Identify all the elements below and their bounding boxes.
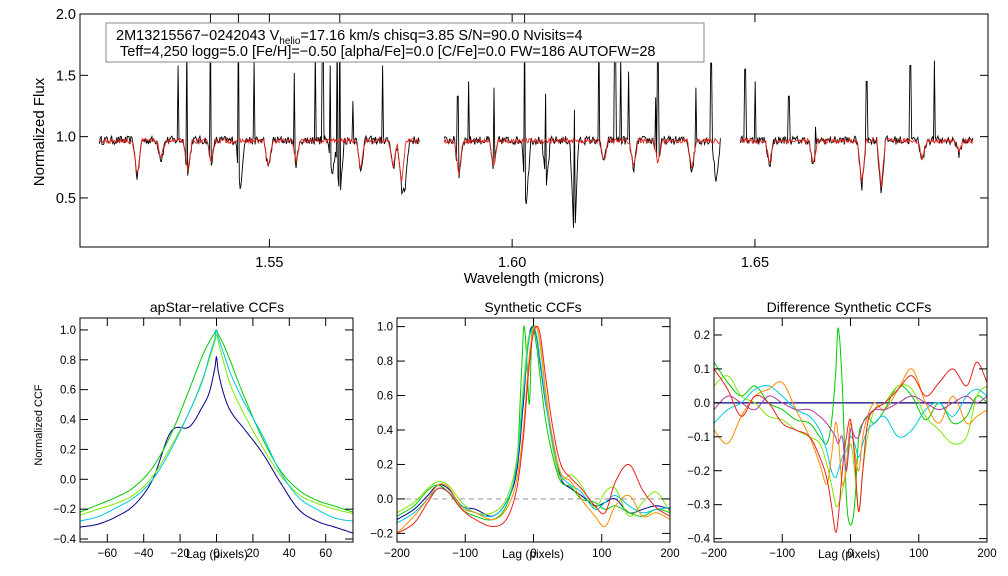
spectrum-ytick-label: 1.0 bbox=[56, 130, 76, 146]
synthetic-ccf-xtick-label: −200 bbox=[384, 548, 410, 560]
difference-ccf-series-diff-6 bbox=[714, 395, 987, 473]
apstar-ccf-xtick-label: −60 bbox=[98, 548, 118, 560]
synthetic-ccf-ytick-label: 0.8 bbox=[377, 356, 393, 368]
difference-ccf-ytick-label: 0.1 bbox=[694, 364, 710, 376]
apstar-ccf-ticks: −60 −40 −20 0 20 40 60 −0.4 −0.2 0.0 0.2 0.4 0.6 0.8 1… bbox=[53, 318, 353, 560]
spectrum-x-axis-label: Wavelength (microns) bbox=[464, 271, 604, 287]
synthetic-ccf-xtick-label: 200 bbox=[660, 548, 679, 560]
difference-ccf-xtick-label: 100 bbox=[909, 548, 928, 560]
difference-ccf-panel: Difference Synthetic CCFs −200 −100 0 100 20… bbox=[687, 299, 996, 561]
difference-ccf-ytick-label: 0.0 bbox=[694, 398, 710, 410]
difference-ccf-series-group bbox=[714, 326, 987, 533]
apstar-ccf-y-axis-label: Normalized CCF bbox=[33, 384, 45, 466]
apstar-ccf-series-visit-4 bbox=[80, 329, 353, 522]
spectrum-xtick-label: 1.65 bbox=[741, 255, 769, 271]
difference-ccf-ytick-label: −0.1 bbox=[687, 432, 710, 444]
spectrum-frame bbox=[79, 13, 989, 248]
apstar-ccf-ytick-label: 0.2 bbox=[60, 444, 76, 456]
synthetic-ccf-ytick-label: −0.2 bbox=[370, 528, 393, 540]
spectrum-panel: 1.55 1.60 1.65 0.5 1.0 1.5 2.0 2M13215567−0242… bbox=[31, 7, 989, 287]
difference-ccf-xtick-label: −100 bbox=[769, 548, 795, 560]
difference-ccf-ytick-label: −0.2 bbox=[687, 466, 710, 478]
difference-ccf-ticks: −200 −100 0 100 200 −0.4 −0.3 −0.2 −0.1 0.0 0.1 0.2 bbox=[687, 318, 997, 560]
difference-ccf-ytick-label: −0.4 bbox=[687, 534, 710, 546]
difference-ccf-xtick-label: 0 bbox=[847, 548, 853, 560]
synthetic-ccf-x-axis-label: Lag (pixels) bbox=[502, 547, 564, 561]
spectrum-info-box: 2M13215567−0242043 Vhelio=17.16 km/s chi… bbox=[105, 22, 705, 63]
difference-ccf-frame bbox=[713, 317, 988, 543]
synthetic-ccf-ytick-label: 0.0 bbox=[377, 494, 393, 506]
difference-ccf-title: Difference Synthetic CCFs bbox=[767, 299, 932, 315]
apstar-ccf-panel: apStar−relative CCFs −60 −40 −20 0 20 40 60 −0.… bbox=[33, 299, 354, 561]
synthetic-ccf-series-template-5 bbox=[397, 325, 670, 534]
apstar-ccf-frame bbox=[79, 317, 354, 543]
difference-ccf-xtick-label: 200 bbox=[977, 548, 996, 560]
difference-ccf-series-diff-1 bbox=[714, 326, 987, 526]
synthetic-ccf-ticks: −200 −100 0 100 200 −0.2 0.0 0.2 0.4 0.6 0.8 1.0 bbox=[370, 318, 680, 560]
synthetic-ccf-series-group bbox=[397, 325, 670, 534]
info-line-1-prefix: 2M13215567−0242043 V bbox=[116, 28, 280, 44]
info-line-2: Teff=4,250 logg=5.0 [Fe/H]=−0.50 [alpha/… bbox=[120, 44, 655, 60]
apstar-ccf-xtick-label: 60 bbox=[319, 548, 332, 560]
spectrum-ticks: 1.55 1.60 1.65 0.5 1.0 1.5 2.0 bbox=[56, 7, 988, 271]
spectrum-y-axis-label: Normalized Flux bbox=[31, 77, 48, 186]
spectrum-series-group bbox=[98, 14, 974, 228]
synthetic-ccf-series-template-2 bbox=[397, 325, 670, 521]
difference-ccf-series-diff-5 bbox=[714, 361, 987, 533]
difference-ccf-series-diff-4 bbox=[714, 368, 987, 486]
info-box-frame bbox=[105, 22, 705, 63]
apstar-ccf-ytick-label: 0.0 bbox=[60, 474, 76, 486]
apstar-ccf-series-group bbox=[80, 329, 353, 534]
info-line-1: 2M13215567−0242043 Vhelio=17.16 km/s chi… bbox=[116, 28, 583, 47]
info-line-1-subscript: helio bbox=[279, 36, 301, 47]
apstar-ccf-x-axis-label: Lag (pixels) bbox=[186, 547, 248, 561]
spectrum-plot-area: 1.55 1.60 1.65 0.5 1.0 1.5 2.0 bbox=[56, 7, 989, 271]
difference-ccf-ytick-label: 0.2 bbox=[694, 330, 710, 342]
spectrum-ytick-label: 1.5 bbox=[56, 68, 76, 84]
apstar-ccf-ytick-label: −0.2 bbox=[53, 504, 76, 516]
apstar-ccf-ytick-label: 0.8 bbox=[60, 355, 76, 367]
difference-ccf-xtick-label: −200 bbox=[701, 548, 727, 560]
synthetic-ccf-series-template-1 bbox=[397, 325, 670, 521]
apstar-ccf-xtick-label: 0 bbox=[213, 548, 219, 560]
synthetic-ccf-ytick-label: 0.2 bbox=[377, 459, 393, 471]
synthetic-ccf-xtick-label: −100 bbox=[452, 548, 478, 560]
apstar-ccf-ytick-label: −0.4 bbox=[53, 534, 76, 546]
synthetic-ccf-xtick-label: 100 bbox=[592, 548, 611, 560]
synthetic-ccf-title: Synthetic CCFs bbox=[484, 299, 581, 315]
apstar-ccf-plot-area: −60 −40 −20 0 20 40 60 −0.4 −0.2 0.0 0.2 0.4 0.6 0.8 1… bbox=[53, 317, 354, 560]
apstar-ccf-xtick-label: 40 bbox=[283, 548, 296, 560]
spectrum-xtick-label: 1.60 bbox=[498, 255, 526, 271]
synthetic-ccf-xtick-label: 0 bbox=[530, 548, 536, 560]
apstar-ccf-ytick-label: 1.0 bbox=[60, 325, 76, 337]
info-line-1-suffix: =17.16 km/s chisq=3.85 S/N=90.0 Nvisits=… bbox=[300, 28, 582, 44]
apstar-ccf-series-visit-3 bbox=[80, 333, 353, 516]
synthetic-ccf-ytick-label: 1.0 bbox=[377, 322, 393, 334]
difference-ccf-ytick-label: −0.3 bbox=[687, 500, 710, 512]
apstar-ccf-xtick-label: −20 bbox=[170, 548, 190, 560]
synthetic-ccf-series-template-3 bbox=[397, 325, 670, 517]
apstar-ccf-xtick-label: −40 bbox=[134, 548, 154, 560]
apstar-ccf-ytick-label: 0.4 bbox=[60, 415, 77, 427]
difference-ccf-plot-area: −200 −100 0 100 200 −0.4 −0.3 −0.2 −0.1 0.0 0.1 0.2 bbox=[687, 317, 997, 560]
apstar-ccf-ytick-label: 0.6 bbox=[60, 385, 76, 397]
synthetic-ccf-frame bbox=[396, 317, 671, 543]
spectrum-ytick-label: 0.5 bbox=[56, 191, 76, 207]
apstar-ccf-series-visit-1 bbox=[80, 355, 353, 534]
synthetic-ccf-ytick-label: 0.6 bbox=[377, 391, 393, 403]
synthetic-ccf-ytick-label: 0.4 bbox=[377, 425, 394, 437]
apstar-ccf-title: apStar−relative CCFs bbox=[150, 299, 284, 315]
synthetic-ccf-panel: Synthetic CCFs −200 −100 0 100 200 −0.2 0.0 0.2… bbox=[370, 299, 679, 561]
synthetic-ccf-series-template-4 bbox=[397, 326, 670, 524]
spectrum-xtick-label: 1.55 bbox=[255, 255, 283, 271]
spectrum-ytick-label: 2.0 bbox=[56, 7, 76, 23]
difference-ccf-x-axis-label: Lag (pixels) bbox=[818, 547, 880, 561]
synthetic-ccf-plot-area: −200 −100 0 100 200 −0.2 0.0 0.2 0.4 0.6 0.8 1.0 bbox=[370, 317, 680, 560]
spectrum-series-synthetic bbox=[99, 136, 974, 188]
apstar-ccf-xtick-label: 20 bbox=[247, 548, 260, 560]
synthetic-ccf-series-template-6 bbox=[397, 325, 670, 534]
